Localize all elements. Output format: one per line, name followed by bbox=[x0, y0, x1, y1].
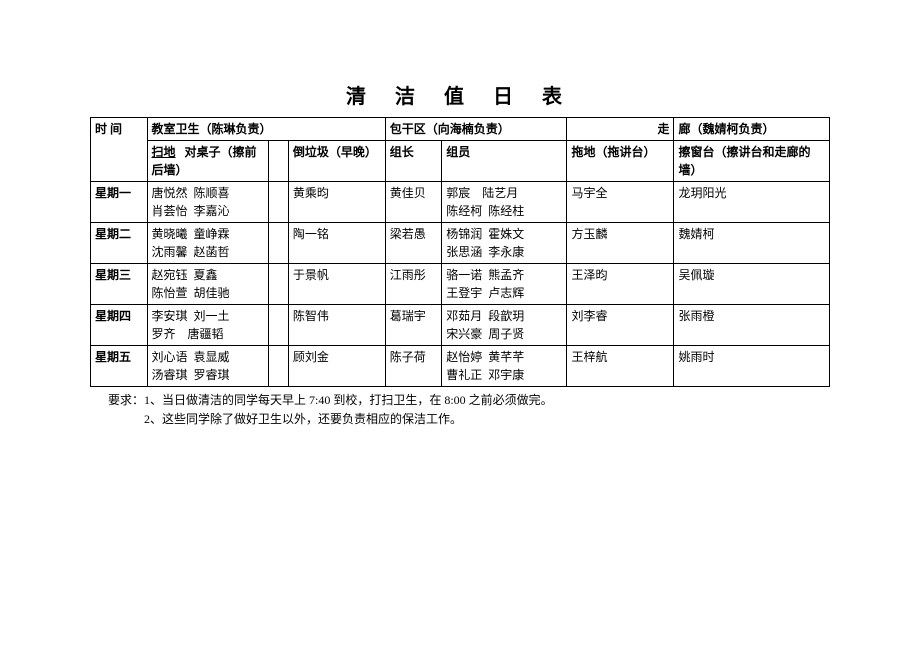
cell-mop: 王泽昀 bbox=[567, 264, 674, 305]
cell-members: 郭宸 陆艺月 陈经柯 陈经柱 bbox=[442, 182, 567, 223]
cell-day: 星期四 bbox=[91, 305, 148, 346]
cell-sweep: 唐悦然 陈顺喜 肖荟怡 李嘉沁 bbox=[147, 182, 268, 223]
cell-leader: 黄佳贝 bbox=[385, 182, 442, 223]
header-corridor-left: 走 bbox=[567, 118, 674, 141]
cell-mop: 刘李睿 bbox=[567, 305, 674, 346]
cell-leader: 梁若愚 bbox=[385, 223, 442, 264]
cell-day: 星期一 bbox=[91, 182, 148, 223]
cell-sweep: 李安琪 刘一土 罗齐 唐疆韬 bbox=[147, 305, 268, 346]
note-line-2: 2、这些同学除了做好卫生以外，还要负责相应的保洁工作。 bbox=[108, 410, 830, 429]
header-mop: 拖地（拖讲台） bbox=[567, 141, 674, 182]
page-title: 清 洁 值 日 表 bbox=[90, 80, 830, 109]
cell-window: 姚雨时 bbox=[674, 346, 830, 387]
cell-window: 吴佩璇 bbox=[674, 264, 830, 305]
cell-trash: 黄乘昀 bbox=[288, 182, 385, 223]
cell-window: 龙玥阳光 bbox=[674, 182, 830, 223]
cell-trash: 陈智伟 bbox=[288, 305, 385, 346]
header-time: 时 间 bbox=[91, 118, 148, 182]
cell-sweep: 刘心语 袁显威 汤睿琪 罗睿琪 bbox=[147, 346, 268, 387]
cell-trash: 陶一铭 bbox=[288, 223, 385, 264]
table-row: 星期四李安琪 刘一土 罗齐 唐疆韬陈智伟葛瑞宇邓茹月 段歆玥 宋兴豪 周子贤刘李… bbox=[91, 305, 830, 346]
cell-members: 骆一诺 熊孟齐 王登宇 卢志辉 bbox=[442, 264, 567, 305]
cell-members: 邓茹月 段歆玥 宋兴豪 周子贤 bbox=[442, 305, 567, 346]
cell-desk bbox=[268, 182, 288, 223]
header-trash: 倒垃圾（早晚） bbox=[288, 141, 385, 182]
cell-trash: 于景帆 bbox=[288, 264, 385, 305]
header-zone: 包干区（向海楠负责） bbox=[385, 118, 567, 141]
table-row: 星期一唐悦然 陈顺喜 肖荟怡 李嘉沁黄乘昀黄佳贝郭宸 陆艺月 陈经柯 陈经柱马宇… bbox=[91, 182, 830, 223]
cell-day: 星期三 bbox=[91, 264, 148, 305]
cell-sweep: 黄晓曦 童峥霖 沈雨馨 赵菡哲 bbox=[147, 223, 268, 264]
header-sweep: 扫地 对桌子（擦前后墙） bbox=[147, 141, 268, 182]
cell-mop: 马宇全 bbox=[567, 182, 674, 223]
cell-desk bbox=[268, 305, 288, 346]
cell-mop: 方玉麟 bbox=[567, 223, 674, 264]
cell-trash: 顾刘金 bbox=[288, 346, 385, 387]
note-line-1: 要求：1、当日做清洁的同学每天早上 7:40 到校，打扫卫生，在 8:00 之前… bbox=[108, 391, 830, 410]
cell-leader: 陈子荷 bbox=[385, 346, 442, 387]
cell-leader: 江雨彤 bbox=[385, 264, 442, 305]
cell-window: 魏婧柯 bbox=[674, 223, 830, 264]
header-classroom: 教室卫生（陈琳负责） bbox=[147, 118, 385, 141]
table-row: 星期五刘心语 袁显威 汤睿琪 罗睿琪顾刘金陈子荷赵怡婷 黄芊芊 曹礼正 邓宇康王… bbox=[91, 346, 830, 387]
header-members: 组员 bbox=[442, 141, 567, 182]
header-leader: 组长 bbox=[385, 141, 442, 182]
cell-sweep: 赵宛钰 夏鑫 陈怡萱 胡佳驰 bbox=[147, 264, 268, 305]
table-row: 星期二黄晓曦 童峥霖 沈雨馨 赵菡哲陶一铭梁若愚杨锦润 霍姝文 张思涵 李永康方… bbox=[91, 223, 830, 264]
cell-leader: 葛瑞宇 bbox=[385, 305, 442, 346]
cell-desk bbox=[268, 346, 288, 387]
cell-desk bbox=[268, 223, 288, 264]
header-desk-spacer bbox=[268, 141, 288, 182]
cell-mop: 王梓航 bbox=[567, 346, 674, 387]
cell-members: 杨锦润 霍姝文 张思涵 李永康 bbox=[442, 223, 567, 264]
cell-window: 张雨橙 bbox=[674, 305, 830, 346]
duty-table: 时 间 教室卫生（陈琳负责） 包干区（向海楠负责） 走 廊（魏婧柯负责） 扫地 … bbox=[90, 117, 830, 387]
header-corridor-right: 廊（魏婧柯负责） bbox=[674, 118, 830, 141]
cell-members: 赵怡婷 黄芊芊 曹礼正 邓宇康 bbox=[442, 346, 567, 387]
header-window: 擦窗台（擦讲台和走廊的墙） bbox=[674, 141, 830, 182]
cell-day: 星期五 bbox=[91, 346, 148, 387]
cell-desk bbox=[268, 264, 288, 305]
notes: 要求：1、当日做清洁的同学每天早上 7:40 到校，打扫卫生，在 8:00 之前… bbox=[90, 391, 830, 429]
table-row: 星期三赵宛钰 夏鑫 陈怡萱 胡佳驰于景帆江雨彤骆一诺 熊孟齐 王登宇 卢志辉王泽… bbox=[91, 264, 830, 305]
cell-day: 星期二 bbox=[91, 223, 148, 264]
